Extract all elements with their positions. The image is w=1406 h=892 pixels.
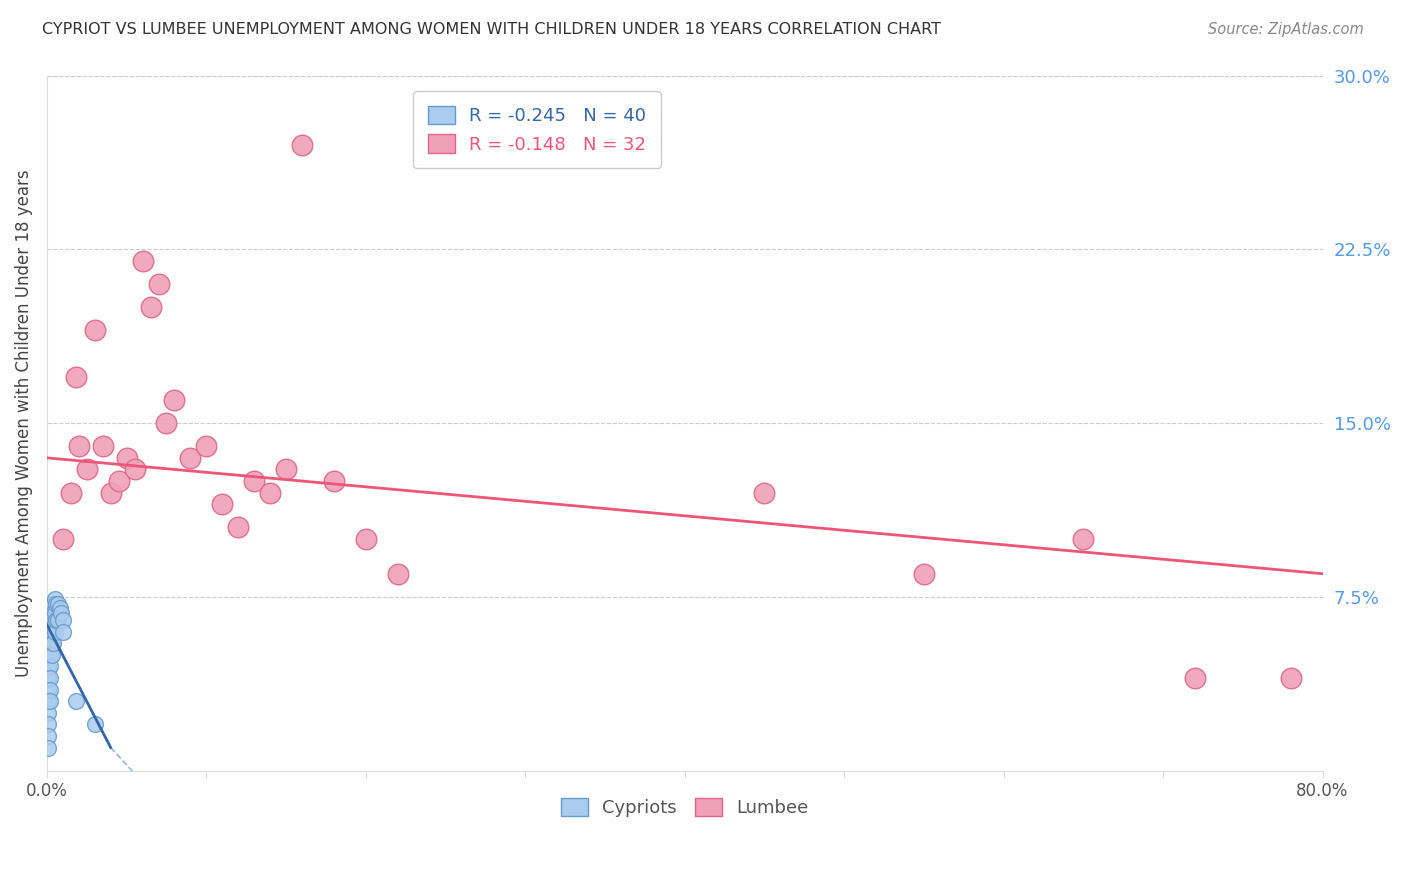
Point bbox=[1279, 671, 1302, 685]
Point bbox=[274, 462, 297, 476]
Point bbox=[42, 620, 65, 634]
Point bbox=[354, 532, 377, 546]
Point bbox=[100, 485, 122, 500]
Point bbox=[124, 462, 146, 476]
Point bbox=[39, 648, 62, 662]
Point bbox=[39, 636, 62, 650]
Point bbox=[131, 253, 153, 268]
Point bbox=[179, 450, 201, 465]
Point bbox=[259, 485, 281, 500]
Point bbox=[45, 597, 67, 611]
Point bbox=[44, 606, 66, 620]
Point bbox=[39, 682, 62, 697]
Point bbox=[51, 606, 73, 620]
Point bbox=[115, 450, 138, 465]
Point bbox=[107, 474, 129, 488]
Point bbox=[37, 694, 59, 708]
Point bbox=[148, 277, 170, 291]
Point bbox=[41, 601, 63, 615]
Legend: Cypriots, Lumbee: Cypriots, Lumbee bbox=[554, 790, 815, 824]
Point bbox=[39, 613, 62, 627]
Point bbox=[41, 613, 63, 627]
Point bbox=[42, 636, 65, 650]
Point bbox=[46, 597, 69, 611]
Point bbox=[37, 648, 59, 662]
Point bbox=[37, 659, 59, 673]
Point bbox=[83, 717, 105, 731]
Point bbox=[41, 648, 63, 662]
Point bbox=[39, 671, 62, 685]
Point bbox=[44, 592, 66, 607]
Point bbox=[37, 740, 59, 755]
Point bbox=[41, 624, 63, 639]
Point bbox=[195, 439, 218, 453]
Point bbox=[37, 682, 59, 697]
Point bbox=[39, 694, 62, 708]
Point bbox=[42, 597, 65, 611]
Y-axis label: Unemployment Among Women with Children Under 18 years: Unemployment Among Women with Children U… bbox=[15, 169, 32, 677]
Point bbox=[1184, 671, 1206, 685]
Point bbox=[243, 474, 266, 488]
Point bbox=[291, 138, 314, 153]
Point bbox=[37, 706, 59, 720]
Point bbox=[39, 659, 62, 673]
Text: CYPRIOT VS LUMBEE UNEMPLOYMENT AMONG WOMEN WITH CHILDREN UNDER 18 YEARS CORRELAT: CYPRIOT VS LUMBEE UNEMPLOYMENT AMONG WOM… bbox=[42, 22, 941, 37]
Point bbox=[163, 392, 186, 407]
Point bbox=[59, 485, 82, 500]
Point bbox=[65, 369, 87, 384]
Point bbox=[912, 566, 935, 581]
Point bbox=[52, 613, 75, 627]
Point bbox=[52, 624, 75, 639]
Point bbox=[42, 606, 65, 620]
Point bbox=[67, 439, 90, 453]
Point bbox=[1073, 532, 1095, 546]
Point bbox=[155, 416, 177, 430]
Point bbox=[39, 624, 62, 639]
Point bbox=[48, 601, 70, 615]
Text: Source: ZipAtlas.com: Source: ZipAtlas.com bbox=[1208, 22, 1364, 37]
Point bbox=[65, 694, 87, 708]
Point bbox=[37, 729, 59, 743]
Point bbox=[37, 717, 59, 731]
Point bbox=[226, 520, 249, 534]
Point bbox=[41, 636, 63, 650]
Point bbox=[322, 474, 344, 488]
Point bbox=[37, 671, 59, 685]
Point bbox=[754, 485, 776, 500]
Point bbox=[37, 636, 59, 650]
Point bbox=[91, 439, 114, 453]
Point bbox=[387, 566, 409, 581]
Point bbox=[52, 532, 75, 546]
Point bbox=[46, 613, 69, 627]
Point bbox=[211, 497, 233, 511]
Point bbox=[44, 624, 66, 639]
Point bbox=[83, 323, 105, 337]
Point bbox=[45, 613, 67, 627]
Point bbox=[139, 300, 162, 314]
Point bbox=[76, 462, 98, 476]
